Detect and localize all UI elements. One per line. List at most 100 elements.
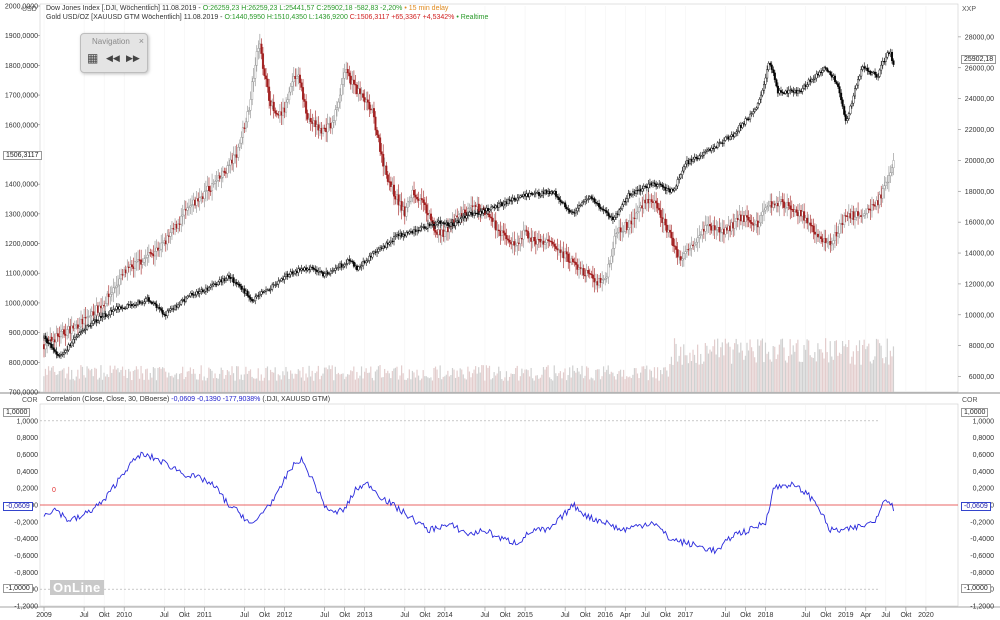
volume-bar (373, 380, 375, 392)
dow-candle-body (704, 151, 707, 153)
dow-candle-body (277, 280, 280, 285)
gold-candle-body (838, 223, 841, 234)
gold-candle-body (252, 78, 255, 82)
dow-candle-body (144, 298, 147, 302)
volume-bar (638, 378, 640, 392)
x-tick-label: Jul (721, 612, 730, 619)
gold-candle-body (169, 232, 172, 237)
volume-bar (664, 367, 666, 392)
x-tick-label: 2020 (918, 612, 934, 619)
x-tick-label: Okt (179, 612, 190, 619)
y-left-tick-label: 1400,0000 (5, 182, 38, 189)
volume-bar (208, 367, 210, 392)
gold-candle-body (866, 208, 869, 214)
volume-bar (69, 379, 71, 392)
volume-bar (754, 357, 756, 392)
dow-candle-body (838, 86, 841, 94)
gold-candle-body (567, 253, 570, 262)
y-correlation-left-tick-label: 0,6000 (17, 452, 39, 459)
dow-candle-body (408, 231, 411, 234)
correlation-info-name: Correlation (Close, Close, 30, DBoerse) (46, 396, 170, 403)
dow-candle-body (320, 270, 323, 273)
dow-candle-body (487, 207, 490, 212)
volume-bar (391, 371, 393, 392)
volume-bar (633, 368, 636, 392)
volume-bar (296, 374, 298, 392)
dow-candle-body (49, 343, 52, 345)
volume-bar (502, 380, 504, 392)
gold-candle-body (658, 207, 661, 211)
dow-candle-body (675, 185, 678, 190)
grid-icon[interactable]: ▦ (87, 51, 99, 65)
volume-bar (165, 371, 167, 392)
dow-candle-body (107, 314, 110, 316)
volume-bar (829, 341, 831, 392)
dow-candle-body (579, 204, 582, 207)
gold-candle-body (884, 181, 887, 186)
volume-bar (508, 376, 511, 392)
volume-bar (815, 361, 817, 392)
gold-candle-body (109, 294, 112, 298)
volume-bar (322, 373, 324, 392)
back-icon[interactable]: ◀◀ (106, 53, 120, 63)
dow-candle-body (309, 266, 312, 270)
volume-bar (744, 355, 747, 392)
volume-bar (788, 355, 790, 392)
volume-bar (197, 379, 199, 392)
navigation-panel[interactable]: Navigation × ▦ ◀◀ ▶▶ (80, 33, 148, 73)
gold-candle-body (699, 234, 702, 236)
x-tick-label: 2015 (517, 612, 533, 619)
volume-bar (248, 370, 250, 392)
gold-candle-body (724, 227, 727, 235)
gold-candle-body (118, 278, 121, 286)
forward-icon[interactable]: ▶▶ (126, 53, 140, 63)
volume-bar (55, 374, 57, 392)
volume-bar (892, 346, 895, 392)
volume-bar (717, 338, 719, 392)
gold-candle-body (443, 231, 446, 237)
gold-candle-body (713, 225, 716, 231)
volume-bar (558, 373, 560, 392)
x-tick-label: Jul (160, 612, 169, 619)
gold-candle-body (803, 211, 806, 221)
volume-bar (370, 366, 372, 392)
volume-bar (834, 341, 836, 392)
volume-bar (209, 368, 212, 392)
gold-candle-body (409, 197, 412, 202)
close-icon[interactable]: × (138, 36, 144, 46)
volume-bar (461, 369, 463, 392)
y-left-tick-label: 1900,0000 (5, 33, 38, 40)
dow-info-delay: • 15 min delay (404, 5, 449, 12)
volume-bar (86, 366, 88, 392)
gold-candle-body (261, 53, 264, 69)
volume-bar (535, 375, 537, 392)
volume-bar (215, 378, 218, 392)
volume-bar (757, 339, 759, 392)
volume-bar (434, 366, 437, 392)
dow-candle-body (201, 289, 204, 292)
volume-bar (123, 375, 125, 392)
y-correlation-right-tick-label: 0,2000 (973, 486, 995, 493)
dow-candle-body (482, 209, 485, 214)
volume-bar (450, 375, 452, 392)
gold-candle-body (812, 225, 815, 233)
upper-left-unit-label: USD (22, 6, 37, 13)
gold-candle-body (263, 68, 266, 77)
dow-candle-body (537, 192, 540, 196)
volume-bar (447, 370, 449, 392)
volume-bar (553, 365, 555, 392)
dow-candle-body (451, 222, 454, 226)
gold-candle-body (619, 227, 622, 233)
volume-bar (111, 372, 113, 392)
volume-bar (294, 373, 296, 392)
volume-bar (885, 357, 887, 392)
gold-candle-body (576, 264, 579, 270)
dow-candle-body (747, 118, 750, 120)
volume-bar (249, 369, 252, 392)
gold-candle-body (207, 185, 210, 191)
dow-candle-body (360, 265, 363, 267)
dow-candle-body (815, 73, 818, 79)
gold-candle-body (359, 88, 362, 94)
volume-bar (803, 345, 805, 392)
dow-candle-body (326, 271, 329, 275)
